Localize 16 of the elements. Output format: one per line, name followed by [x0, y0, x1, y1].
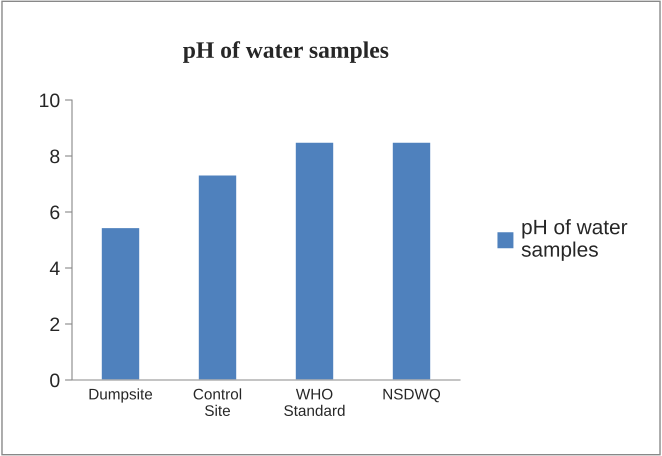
y-tick-label: 6 [50, 205, 60, 220]
legend-label: pH of water samples [522, 219, 628, 261]
y-tick-label: 0 [50, 373, 60, 388]
x-tick-label: Control Site [194, 388, 242, 416]
chart-title: pH of water samples [183, 41, 388, 63]
bar [391, 141, 432, 380]
bar [294, 141, 335, 380]
y-tick-label: 10 [40, 93, 60, 108]
y-tick-label: 2 [50, 317, 60, 332]
y-tick-label: 8 [50, 149, 60, 164]
x-tick-label: Dumpsite [89, 388, 152, 403]
bar [197, 174, 238, 380]
bar [100, 226, 141, 380]
x-tick-label: NSDWQ [383, 388, 440, 402]
x-tick-label: WHO Standard [284, 388, 345, 416]
y-tick-label: 4 [50, 262, 60, 276]
